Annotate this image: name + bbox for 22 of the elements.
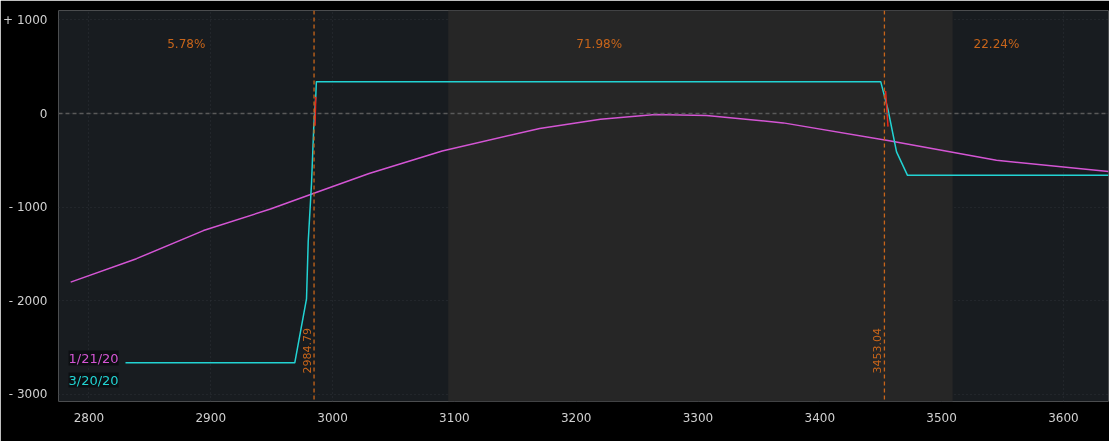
y-tick-label: + 1000 — [3, 12, 48, 27]
x-tick-label: 3100 — [439, 410, 470, 425]
x-tick-label: 3400 — [804, 410, 836, 425]
y-tick-label: - 1000 — [8, 200, 48, 215]
y-tick-label: 0 — [39, 106, 48, 121]
y-tick-label: - 2000 — [8, 293, 48, 308]
line-series — [69, 113, 1109, 283]
annotation: 71.98% — [576, 36, 623, 51]
text: 1/21/20 — [68, 350, 119, 366]
y-tick-label: - 3000 — [8, 387, 48, 402]
x-tick-label: 3000 — [317, 410, 348, 425]
series-label: 3/20/20 — [68, 372, 119, 388]
x-tick-label: 3200 — [560, 410, 592, 425]
annotation: 22.24% — [973, 36, 1020, 51]
x-tick-label: 2900 — [195, 410, 227, 425]
ref-line-label: 2984.79 — [301, 328, 315, 374]
x-tick-label: 2800 — [73, 410, 105, 425]
x-tick-label: 3600 — [1048, 410, 1079, 425]
annotation: 5.78% — [167, 36, 206, 51]
x-tick-label: 3300 — [682, 410, 714, 425]
ref-line-label: 3453.04 — [871, 328, 885, 374]
x-tick-label: 3500 — [926, 410, 957, 425]
